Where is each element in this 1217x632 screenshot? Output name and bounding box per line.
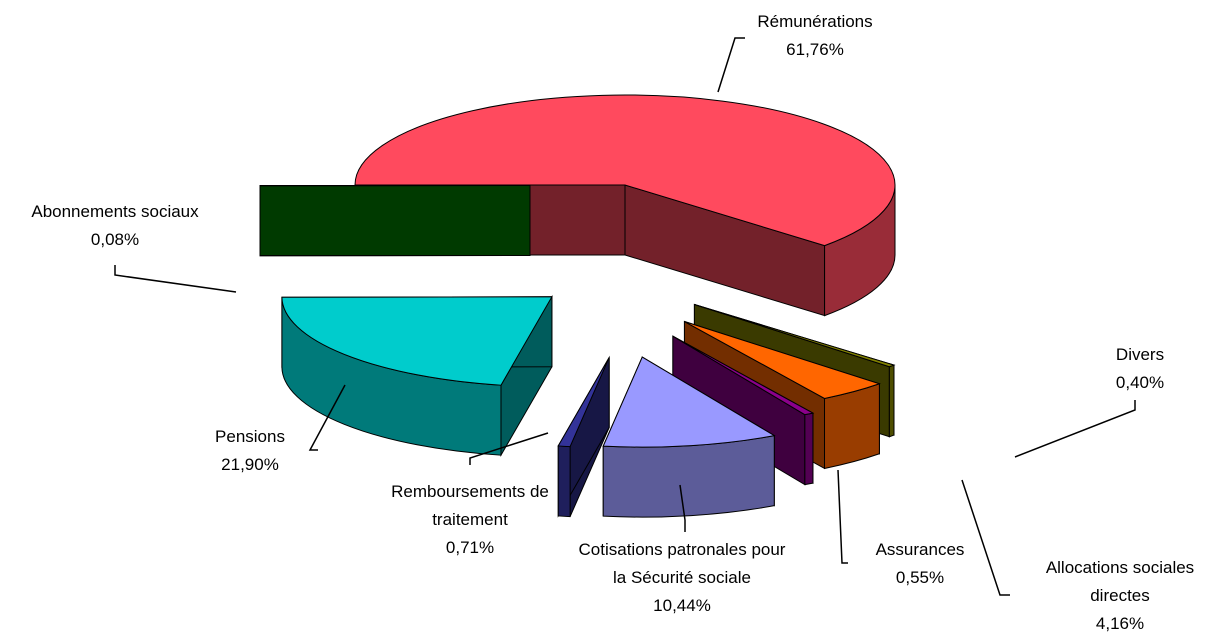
value-label: 4,16% [1095,614,1145,632]
value-label: 0,71% [445,538,495,557]
leader-line [679,484,686,532]
category-label: Pensions [215,427,285,446]
slice [557,357,610,448]
leader-line [961,479,1010,596]
value-label: 0,55% [895,568,945,587]
slice-side-face [259,184,531,256]
slice-label: Abonnements sociaux 0,08% [31,198,198,254]
slice-label: Allocations sociales directes 4,16% [1046,554,1194,632]
leader-line [837,469,848,564]
value-label: 0,08% [90,230,140,249]
value-label: 10,44% [653,596,711,615]
slice-label: Pensions 21,90% [215,423,285,479]
slice-label: Divers 0,40% [1116,341,1164,397]
slice-label: Rémunérations 61,76% [757,8,872,64]
slice-group [557,355,610,518]
leader-line [717,37,745,93]
slice-label: Cotisations patronales pour la Sécurité … [579,536,786,620]
slice-group [602,356,776,518]
slice [684,321,881,399]
category-label: Allocations sociales directes [1045,558,1195,605]
slice-outer-wall [888,364,895,438]
category-label: Divers [1115,345,1165,364]
slice [672,335,815,416]
slice [602,356,776,448]
category-label: Assurances [875,540,965,559]
slice-group [259,184,531,257]
slice-label: Remboursements de traitement 0,71% [391,478,549,562]
slice [281,296,553,386]
category-label: Cotisations patronales pour la Sécurité … [578,540,786,587]
slice-outer-wall [602,434,775,518]
slice-outer-wall [804,412,814,486]
leader-line [308,384,346,451]
value-label: 61,76% [786,40,844,59]
leader-line [114,265,237,293]
category-label: Remboursements de traitement [391,482,549,529]
slice-outer-wall [557,445,571,518]
slice-group [281,294,553,458]
leader-line [469,432,549,465]
value-label: 0,40% [1115,373,1165,392]
leader-line [1014,400,1136,458]
slice [354,94,896,247]
category-label: Abonnements sociaux [31,202,199,221]
slice-label: Assurances 0,55% [876,536,965,592]
value-label: 21,90% [221,455,279,474]
slice [694,303,896,368]
category-label: Rémunérations [757,12,873,31]
